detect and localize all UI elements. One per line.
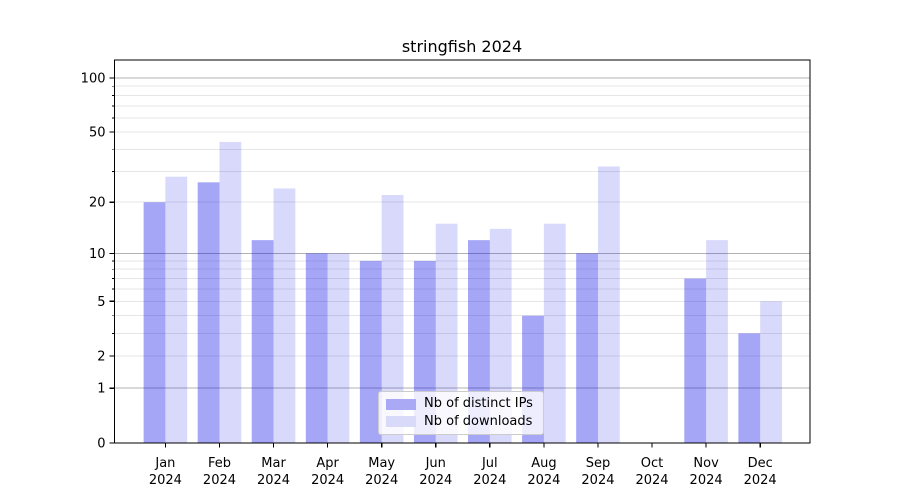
- legend-item-distinct-ips: Nb of distinct IPs: [386, 397, 536, 411]
- bar-distinct-ips-dec: [738, 333, 761, 443]
- x-tick-label-month: Jan: [154, 456, 175, 471]
- bar-downloads-nov: [706, 240, 728, 443]
- bar-downloads-apr: [327, 253, 350, 443]
- x-tick-label-year: 2024: [473, 473, 506, 488]
- bar-downloads-jul: [489, 228, 512, 443]
- x-tick-label-month: Feb: [208, 456, 231, 471]
- x-tick-label-year: 2024: [203, 473, 236, 488]
- x-tick-label-year: 2024: [635, 473, 668, 488]
- legend-label-distinct-ips: Nb of distinct IPs: [424, 396, 533, 412]
- x-tick-label-year: 2024: [527, 473, 560, 488]
- x-tick-label-month: Nov: [693, 456, 719, 471]
- legend: Nb of distinct IPs Nb of downloads: [378, 391, 544, 435]
- x-tick-label-month: May: [368, 456, 395, 471]
- y-tick-label: 0: [97, 437, 105, 452]
- x-tick-label-year: 2024: [149, 473, 182, 488]
- x-tick-label-month: Jun: [425, 456, 446, 471]
- x-tick-label-month: Sep: [586, 456, 611, 471]
- bar-downloads-dec: [760, 301, 782, 443]
- y-tick-label: 1: [97, 382, 105, 397]
- x-tick-label-year: 2024: [257, 473, 290, 488]
- bar-downloads-jan: [165, 176, 188, 443]
- plot-border: [113, 59, 811, 444]
- x-tick-label-year: 2024: [581, 473, 614, 488]
- bar-downloads-feb: [219, 141, 242, 443]
- x-tick-label-month: Mar: [261, 456, 286, 471]
- x-tick-label-year: 2024: [365, 473, 398, 488]
- legend-label-downloads: Nb of downloads: [424, 413, 533, 429]
- bar-distinct-ips-nov: [684, 278, 707, 443]
- bar-downloads-jun: [435, 223, 458, 443]
- legend-item-downloads: Nb of downloads: [386, 413, 536, 429]
- x-tick-label-month: Apr: [316, 456, 339, 471]
- bar-downloads-mar: [273, 188, 296, 443]
- bar-distinct-ips-feb: [197, 182, 220, 443]
- bar-downloads-sep: [597, 166, 620, 444]
- y-tick-label: 10: [89, 247, 106, 262]
- bar-distinct-ips-may: [359, 260, 382, 443]
- bar-distinct-ips-apr: [305, 253, 328, 443]
- x-tick-label-year: 2024: [419, 473, 452, 488]
- bar-distinct-ips-jan: [143, 202, 166, 443]
- legend-swatch-distinct-ips: [386, 398, 416, 410]
- bar-distinct-ips-mar: [251, 240, 274, 443]
- x-tick-label-year: 2024: [311, 473, 344, 488]
- y-tick-label: 2: [97, 350, 105, 365]
- bar-downloads-may: [381, 195, 404, 443]
- x-tick-label-month: Oct: [641, 456, 663, 471]
- y-tick-label: 20: [89, 196, 106, 211]
- y-tick-label: 50: [89, 126, 106, 141]
- bar-distinct-ips-sep: [576, 253, 598, 443]
- legend-swatch-downloads: [386, 416, 416, 428]
- x-tick-label-month: Dec: [748, 456, 773, 471]
- y-tick-label: 100: [81, 72, 106, 87]
- x-tick-label-year: 2024: [690, 473, 723, 488]
- x-tick-label-month: Jul: [481, 456, 498, 471]
- y-tick-label: 5: [97, 295, 105, 310]
- x-tick-label-month: Aug: [531, 456, 556, 471]
- x-tick-label-year: 2024: [744, 473, 777, 488]
- bar-downloads-aug: [543, 223, 566, 443]
